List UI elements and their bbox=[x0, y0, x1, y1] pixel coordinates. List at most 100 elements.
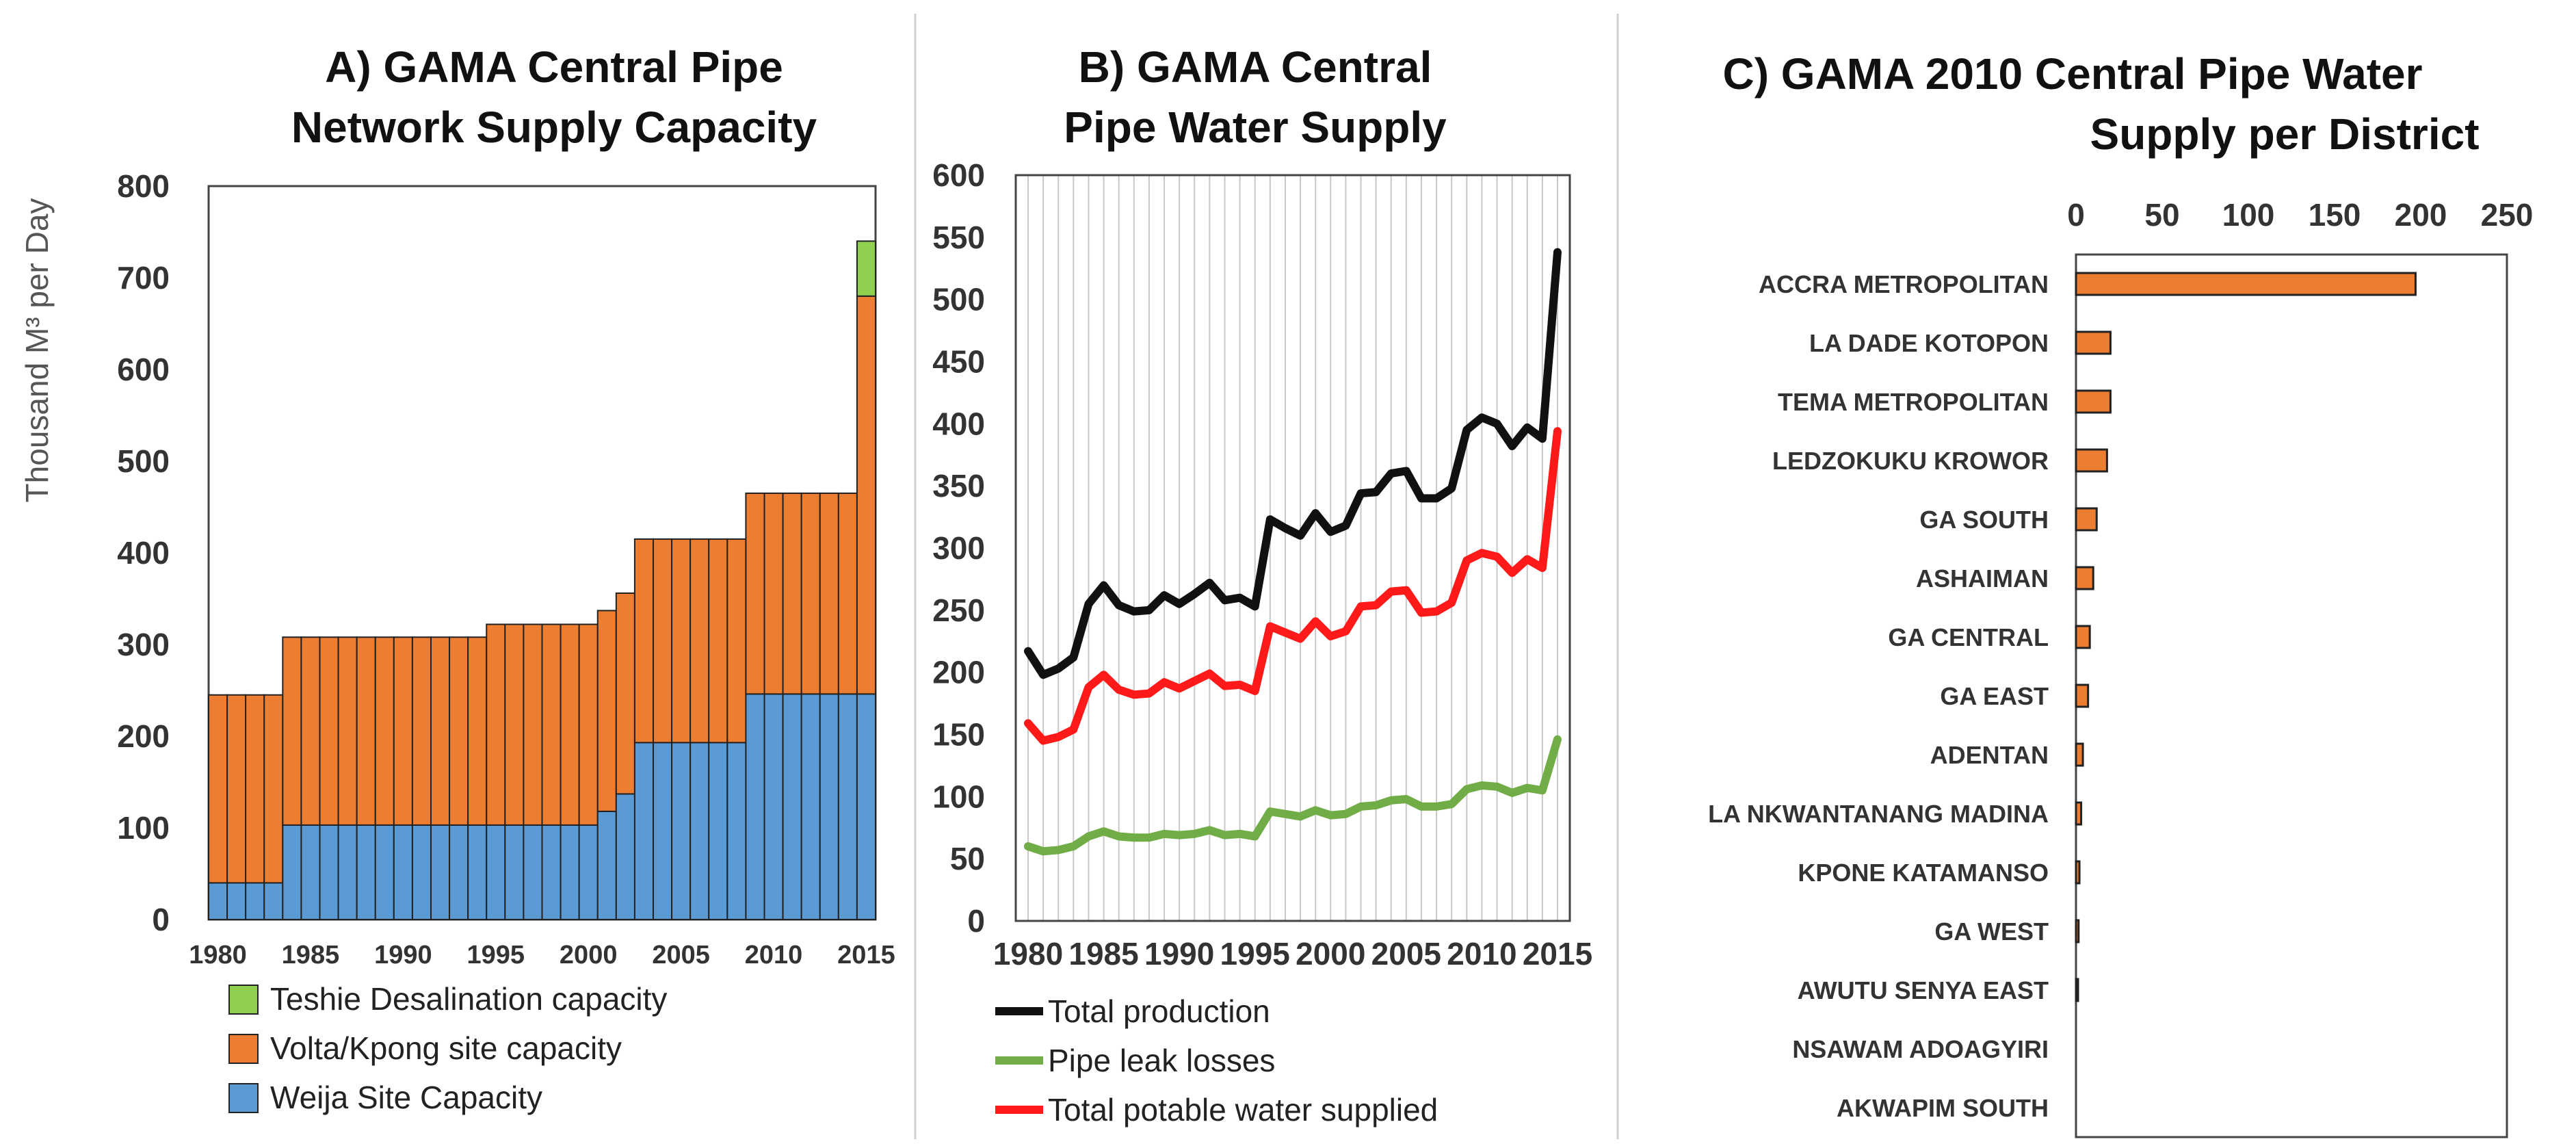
bar-weija-site-capacity-1989 bbox=[374, 824, 395, 920]
bar-weija-site-capacity-2014 bbox=[837, 693, 858, 920]
bar-weija-site-capacity-2006 bbox=[689, 742, 710, 920]
a-legend-label: Teshie Desalination capacity bbox=[270, 981, 667, 1017]
a-x-tick-label: 2010 bbox=[745, 941, 803, 969]
c-x-tick-label: 250 bbox=[2481, 197, 2534, 233]
bar-volta-kpong-site-capacity-2004 bbox=[653, 538, 673, 744]
b-legend-label: Total potable water supplied bbox=[1048, 1092, 1438, 1128]
c-bar bbox=[2075, 448, 2108, 473]
panel-c-title-line1: C) GAMA 2010 Central Pipe Water bbox=[1722, 49, 2422, 99]
bar-volta-kpong-site-capacity-1997 bbox=[523, 623, 543, 826]
bar-volta-kpong-site-capacity-1982 bbox=[245, 694, 265, 884]
b-y-tick-label: 200 bbox=[932, 655, 985, 690]
bar-weija-site-capacity-2013 bbox=[819, 693, 839, 920]
c-category-label: LEDZOKUKU KROWOR bbox=[1772, 447, 2049, 475]
line-total-production bbox=[1024, 248, 1562, 679]
panel-a-supply-capacity: A) GAMA Central Pipe Network Supply Capa… bbox=[19, 42, 895, 1115]
bar-volta-kpong-site-capacity-1981 bbox=[226, 694, 247, 884]
bar-volta-kpong-site-capacity-1980 bbox=[208, 694, 228, 884]
bar-weija-site-capacity-1981 bbox=[226, 882, 247, 921]
c-category-label: ASHAIMAN bbox=[1916, 564, 2049, 592]
c-bar bbox=[2075, 978, 2079, 1002]
c-category-label: ACCRA METROPOLITAN bbox=[1759, 270, 2049, 298]
c-category-label: LA DADE KOTOPON bbox=[1809, 329, 2049, 357]
b-y-tick-label: 350 bbox=[932, 468, 985, 504]
bar-volta-kpong-site-capacity-2012 bbox=[800, 492, 821, 695]
bar-weija-site-capacity-1983 bbox=[263, 882, 284, 921]
c-category-label: AKWAPIM SOUTH bbox=[1837, 1094, 2049, 1122]
bar-volta-kpong-site-capacity-2009 bbox=[745, 492, 765, 695]
bar-volta-kpong-site-capacity-1988 bbox=[356, 636, 376, 826]
a-x-tick-label: 2000 bbox=[560, 941, 618, 969]
bar-weija-site-capacity-1984 bbox=[282, 824, 302, 920]
line-pipe-leak-losses bbox=[1024, 735, 1562, 856]
a-x-tick-label: 1990 bbox=[374, 941, 432, 969]
line-total-potable-water-supplied bbox=[1024, 427, 1562, 745]
c-category-label: GA CENTRAL bbox=[1888, 623, 2049, 651]
bar-weija-site-capacity-1995 bbox=[486, 824, 506, 920]
a-y-tick-label: 700 bbox=[117, 260, 170, 296]
bar-weija-site-capacity-2008 bbox=[726, 742, 747, 920]
c-x-tick-label: 150 bbox=[2309, 197, 2361, 233]
c-bar bbox=[2075, 566, 2094, 590]
bar-volta-kpong-site-capacity-2007 bbox=[708, 538, 728, 744]
a-x-tick-label: 1995 bbox=[467, 941, 525, 969]
bar-weija-site-capacity-2004 bbox=[653, 742, 673, 920]
bar-weija-site-capacity-1986 bbox=[319, 824, 339, 920]
bar-volta-kpong-site-capacity-2014 bbox=[837, 492, 858, 695]
bar-volta-kpong-site-capacity-2003 bbox=[633, 538, 655, 744]
c-category-label: AWUTU SENYA EAST bbox=[1798, 976, 2049, 1004]
bar-volta-kpong-site-capacity-1992 bbox=[430, 636, 451, 826]
bar-weija-site-capacity-2003 bbox=[633, 742, 655, 920]
a-legend-swatch bbox=[228, 985, 259, 1015]
c-category-label: NSAWAM ADOAGYIRI bbox=[1792, 1035, 2049, 1063]
a-y-tick-label: 500 bbox=[117, 443, 170, 479]
bar-volta-kpong-site-capacity-1991 bbox=[411, 636, 432, 826]
panel-b-title-line1: B) GAMA Central bbox=[1079, 42, 1432, 92]
c-x-tick-label: 50 bbox=[2144, 197, 2179, 233]
a-y-tick-label: 200 bbox=[117, 718, 170, 754]
bar-weija-site-capacity-2011 bbox=[782, 693, 802, 920]
bar-volta-kpong-site-capacity-1987 bbox=[337, 636, 358, 826]
bar-weija-site-capacity-1988 bbox=[356, 824, 376, 920]
bar-volta-kpong-site-capacity-1995 bbox=[486, 623, 506, 826]
bar-volta-kpong-site-capacity-1990 bbox=[393, 636, 413, 826]
bar-volta-kpong-site-capacity-2013 bbox=[819, 492, 839, 695]
a-y-tick-label: 100 bbox=[117, 810, 170, 846]
b-y-tick-label: 500 bbox=[932, 282, 985, 317]
bar-volta-kpong-site-capacity-1984 bbox=[282, 636, 302, 826]
bar-weija-site-capacity-2015 bbox=[856, 693, 876, 920]
bar-weija-site-capacity-2002 bbox=[615, 793, 635, 921]
bar-volta-kpong-site-capacity-2015 bbox=[856, 295, 876, 695]
bar-volta-kpong-site-capacity-2005 bbox=[671, 538, 692, 744]
a-legend-swatch bbox=[228, 1083, 259, 1113]
c-category-label: ADENTAN bbox=[1930, 741, 2049, 769]
c-bar bbox=[2075, 742, 2084, 767]
c-category-label: KPONE KATAMANSO bbox=[1798, 859, 2049, 887]
bar-weija-site-capacity-2005 bbox=[671, 742, 692, 920]
b-legend-label: Pipe leak losses bbox=[1048, 1043, 1275, 1078]
c-bar bbox=[2075, 330, 2112, 355]
bar-volta-kpong-site-capacity-2008 bbox=[726, 538, 747, 744]
b-x-tick-label: 2000 bbox=[1296, 936, 1365, 972]
panel-c-plot-area bbox=[2075, 253, 2508, 1138]
b-y-tick-label: 100 bbox=[932, 779, 985, 814]
bar-weija-site-capacity-1996 bbox=[504, 824, 525, 920]
bar-volta-kpong-site-capacity-1983 bbox=[263, 694, 284, 884]
a-legend-swatch bbox=[228, 1034, 259, 1064]
bar-weija-site-capacity-1982 bbox=[245, 882, 265, 921]
c-category-label: GA EAST bbox=[1940, 682, 2049, 710]
panel-a-y-axis-label: Thousand M³ per Day bbox=[19, 198, 55, 503]
c-x-tick-label: 200 bbox=[2395, 197, 2447, 233]
bar-volta-kpong-site-capacity-1993 bbox=[449, 636, 469, 826]
bar-volta-kpong-site-capacity-1994 bbox=[467, 636, 488, 826]
b-x-tick-label: 2005 bbox=[1371, 936, 1441, 972]
bar-weija-site-capacity-1999 bbox=[560, 824, 580, 920]
bar-volta-kpong-site-capacity-2010 bbox=[763, 492, 784, 695]
c-category-label: GA WEST bbox=[1934, 917, 2049, 946]
b-x-tick-label: 1990 bbox=[1144, 936, 1214, 972]
bar-weija-site-capacity-1990 bbox=[393, 824, 413, 920]
a-legend-label: Volta/Kpong site capacity bbox=[270, 1030, 622, 1066]
bar-volta-kpong-site-capacity-2001 bbox=[596, 610, 617, 812]
panel-c-district-supply: C) GAMA 2010 Central Pipe Water Supply p… bbox=[1708, 49, 2534, 1138]
bar-volta-kpong-site-capacity-1989 bbox=[374, 636, 395, 826]
